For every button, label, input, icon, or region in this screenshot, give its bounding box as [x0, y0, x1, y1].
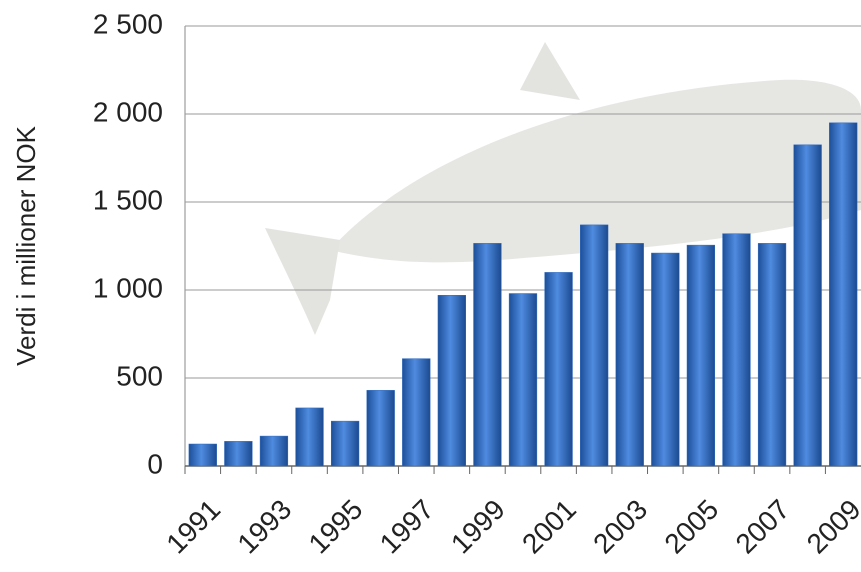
y-tick-label: 1 000 [93, 272, 163, 303]
x-tick-label: 1991 [160, 494, 226, 560]
y-tick-label: 2 000 [93, 96, 163, 127]
y-tick-label: 0 [147, 448, 163, 479]
x-tick-label: 2001 [516, 494, 582, 560]
bar [224, 441, 253, 467]
fish-background [265, 42, 861, 335]
bar [188, 443, 217, 467]
y-axis-label: Verdi i millioner NOK [11, 125, 41, 366]
bar [402, 358, 431, 467]
y-tick-label: 1 500 [93, 184, 163, 215]
bar [473, 243, 502, 467]
y-tick-label: 500 [116, 360, 163, 391]
bar [366, 390, 395, 467]
bar [829, 122, 858, 467]
bar [295, 407, 324, 467]
bar [508, 293, 538, 467]
bar [330, 420, 360, 467]
bar [580, 224, 609, 467]
bar [651, 252, 680, 467]
x-tick-label: 2009 [801, 494, 861, 560]
x-tick-label: 1999 [445, 494, 511, 560]
x-tick-label: 2007 [730, 494, 796, 560]
x-tick-label: 1997 [374, 494, 440, 560]
x-tick-label: 1993 [231, 494, 297, 560]
x-tick-label: 1995 [303, 494, 369, 560]
bar [259, 435, 289, 467]
bar [757, 243, 787, 467]
bar [437, 295, 466, 467]
bar [615, 243, 644, 467]
bar [686, 244, 716, 467]
bar [793, 144, 822, 467]
bar [544, 272, 573, 467]
bar [722, 233, 751, 467]
x-tick-label: 2003 [587, 494, 653, 560]
x-tick-label: 2005 [658, 494, 724, 560]
y-tick-label: 2 500 [93, 8, 163, 39]
